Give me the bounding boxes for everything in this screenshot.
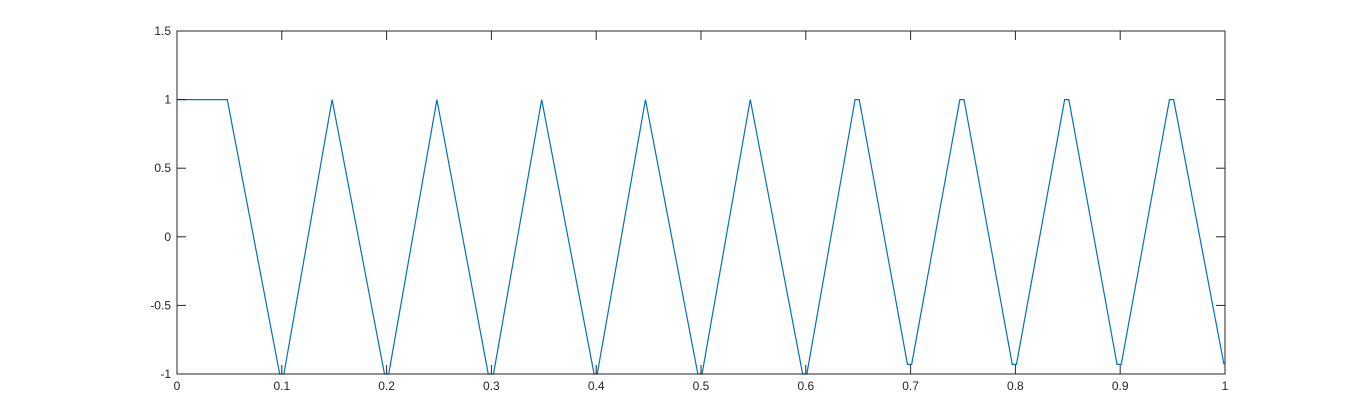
x-tick-label: 1 bbox=[1222, 379, 1229, 393]
y-tick-label: 0 bbox=[164, 230, 171, 244]
x-tick-label: 0.4 bbox=[588, 379, 605, 393]
x-tick-label: 0.2 bbox=[378, 379, 395, 393]
x-tick-label: 0.9 bbox=[1112, 379, 1129, 393]
y-tick-label: -1 bbox=[160, 367, 171, 381]
x-tick-label: 0.1 bbox=[273, 379, 290, 393]
x-tick-label: 0.8 bbox=[1007, 379, 1024, 393]
x-tick-label: 0 bbox=[174, 379, 181, 393]
y-tick-label: 1.5 bbox=[154, 24, 171, 38]
y-tick-label: -0.5 bbox=[150, 298, 171, 312]
x-tick-label: 0.3 bbox=[483, 379, 500, 393]
x-tick-label: 0.7 bbox=[902, 379, 919, 393]
x-tick-label: 0.6 bbox=[797, 379, 814, 393]
y-tick-label: 0.5 bbox=[154, 161, 171, 175]
plot-area bbox=[177, 31, 1225, 374]
y-tick-label: 1 bbox=[164, 93, 171, 107]
x-tick-label: 0.5 bbox=[693, 379, 710, 393]
